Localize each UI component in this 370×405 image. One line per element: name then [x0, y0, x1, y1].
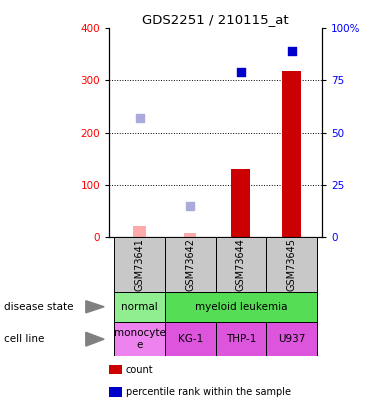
- Bar: [266, 237, 317, 292]
- Polygon shape: [86, 332, 104, 346]
- Text: monocyte
e: monocyte e: [114, 328, 165, 350]
- Bar: [282, 71, 301, 237]
- Bar: [114, 292, 165, 322]
- Text: KG-1: KG-1: [178, 334, 203, 344]
- Bar: [165, 322, 215, 356]
- Text: percentile rank within the sample: percentile rank within the sample: [126, 387, 291, 397]
- Bar: [184, 233, 196, 237]
- Point: [187, 202, 193, 209]
- Text: disease state: disease state: [4, 302, 73, 312]
- Bar: [231, 169, 250, 237]
- Text: cell line: cell line: [4, 334, 44, 344]
- Bar: [266, 322, 317, 356]
- Bar: [114, 237, 165, 292]
- Text: myeloid leukemia: myeloid leukemia: [195, 302, 287, 312]
- Bar: [215, 237, 266, 292]
- Text: GSM73645: GSM73645: [286, 238, 296, 291]
- Text: GSM73642: GSM73642: [185, 238, 195, 291]
- Bar: [165, 237, 215, 292]
- Text: U937: U937: [278, 334, 305, 344]
- Point: [238, 69, 244, 75]
- Title: GDS2251 / 210115_at: GDS2251 / 210115_at: [142, 13, 289, 26]
- Text: GSM73641: GSM73641: [135, 238, 145, 291]
- Polygon shape: [86, 301, 104, 313]
- Text: normal: normal: [121, 302, 158, 312]
- Bar: [215, 322, 266, 356]
- Text: GSM73644: GSM73644: [236, 238, 246, 291]
- Bar: [114, 322, 165, 356]
- Point: [289, 48, 295, 55]
- Text: THP-1: THP-1: [226, 334, 256, 344]
- Bar: [133, 226, 146, 237]
- Bar: [165, 292, 317, 322]
- Text: count: count: [126, 364, 154, 375]
- Point: [137, 115, 142, 121]
